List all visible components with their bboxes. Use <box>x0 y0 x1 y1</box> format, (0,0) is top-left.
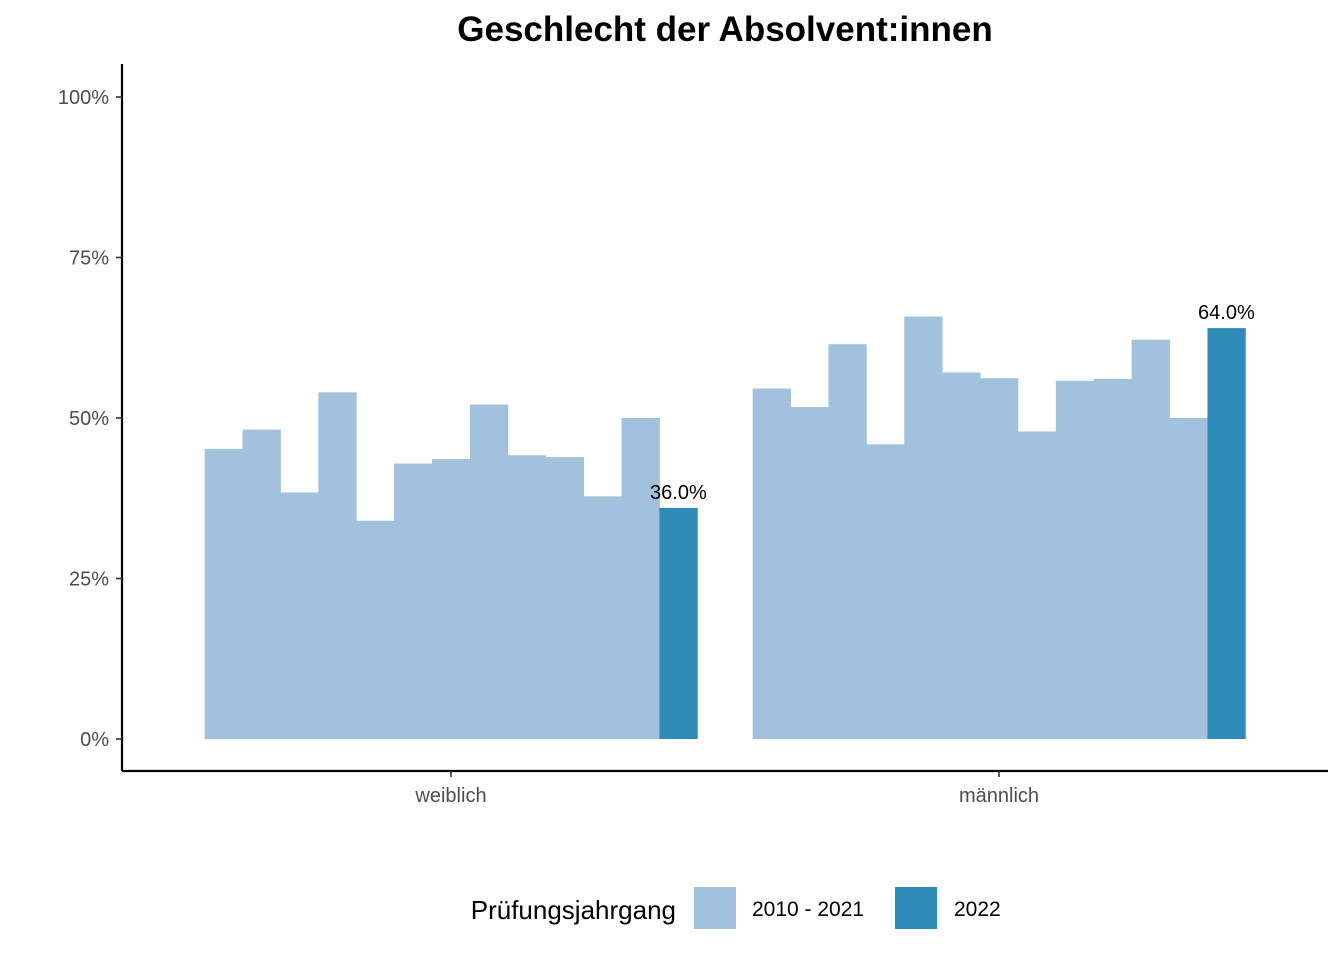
data-labels: 36.0% 64.0% <box>650 302 1255 504</box>
bar-historic <box>318 392 357 739</box>
bar-historic <box>507 455 547 739</box>
bar-historic <box>752 388 791 739</box>
bar-historic <box>790 407 829 739</box>
legend-title: Prüfungsjahrgang <box>471 895 676 925</box>
bar-historic <box>356 520 395 739</box>
bar-historic <box>1131 339 1170 739</box>
bar-historic <box>1169 418 1208 739</box>
chart-title: Geschlecht der Absolvent:innen <box>457 10 992 49</box>
bar-historic <box>469 404 509 739</box>
bar-historic <box>621 418 660 739</box>
bar-historic <box>545 457 585 739</box>
bar-historic <box>866 444 905 739</box>
legend-key <box>895 887 937 929</box>
bars <box>204 316 1246 739</box>
legend-label: 2010 - 2021 <box>752 898 864 921</box>
bar-historic <box>1055 380 1095 739</box>
bar-historic <box>904 316 943 739</box>
legend: Prüfungsjahrgang 2010 - 2021 2022 <box>471 887 1001 929</box>
bar-historic <box>280 492 319 739</box>
bar-value-label: 36.0% <box>650 482 707 504</box>
y-tick-label: 0% <box>80 729 109 751</box>
bar-historic <box>242 429 281 739</box>
y-tick-label: 25% <box>69 569 109 591</box>
legend-label: 2022 <box>954 898 1001 921</box>
bar-historic <box>432 459 471 739</box>
bar-historic <box>583 496 622 739</box>
bar-historic <box>828 344 867 739</box>
x-tick-label: weiblich <box>414 785 486 807</box>
bar-historic <box>1017 431 1057 739</box>
legend-key <box>694 887 736 929</box>
bar-historic <box>204 448 243 739</box>
bar-historic <box>942 372 981 739</box>
axes: 0% 25% 50% 75% 100% weiblich männlich <box>58 64 1328 807</box>
y-tick-label: 50% <box>69 408 109 430</box>
bar-historic <box>1093 378 1133 739</box>
bar-2022 <box>1207 328 1246 739</box>
bar-value-label: 64.0% <box>1198 302 1255 324</box>
y-tick-label: 75% <box>69 248 109 270</box>
bar-historic <box>980 378 1019 739</box>
y-tick-label: 100% <box>58 87 109 109</box>
bar-historic <box>394 463 433 739</box>
bar-2022 <box>659 507 698 739</box>
x-tick-label: männlich <box>959 785 1039 807</box>
